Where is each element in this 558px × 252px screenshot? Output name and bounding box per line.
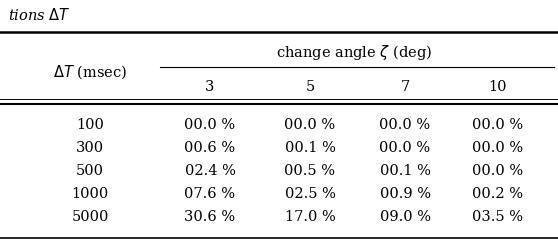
Text: 09.0 %: 09.0 %	[379, 210, 431, 224]
Text: 00.0 %: 00.0 %	[473, 164, 523, 178]
Text: 100: 100	[76, 118, 104, 132]
Text: 02.4 %: 02.4 %	[185, 164, 235, 178]
Text: 5: 5	[305, 80, 315, 94]
Text: 30.6 %: 30.6 %	[185, 210, 235, 224]
Text: tions $\Delta T$: tions $\Delta T$	[8, 7, 71, 23]
Text: 00.1 %: 00.1 %	[379, 164, 430, 178]
Text: 7: 7	[401, 80, 410, 94]
Text: 500: 500	[76, 164, 104, 178]
Text: 00.6 %: 00.6 %	[185, 141, 235, 155]
Text: 00.1 %: 00.1 %	[285, 141, 335, 155]
Text: 5000: 5000	[71, 210, 109, 224]
Text: change angle $\zeta$ (deg): change angle $\zeta$ (deg)	[276, 43, 432, 61]
Text: 1000: 1000	[71, 187, 109, 201]
Text: 00.5 %: 00.5 %	[285, 164, 335, 178]
Text: 00.0 %: 00.0 %	[285, 118, 335, 132]
Text: 00.0 %: 00.0 %	[185, 118, 235, 132]
Text: 00.9 %: 00.9 %	[379, 187, 431, 201]
Text: 300: 300	[76, 141, 104, 155]
Text: $\Delta T$ (msec): $\Delta T$ (msec)	[53, 63, 127, 81]
Text: 17.0 %: 17.0 %	[285, 210, 335, 224]
Text: 10: 10	[489, 80, 507, 94]
Text: 03.5 %: 03.5 %	[473, 210, 523, 224]
Text: 00.0 %: 00.0 %	[473, 118, 523, 132]
Text: 07.6 %: 07.6 %	[185, 187, 235, 201]
Text: 00.0 %: 00.0 %	[379, 118, 431, 132]
Text: 00.2 %: 00.2 %	[473, 187, 523, 201]
Text: 00.0 %: 00.0 %	[379, 141, 431, 155]
Text: 00.0 %: 00.0 %	[473, 141, 523, 155]
Text: 3: 3	[205, 80, 215, 94]
Text: 02.5 %: 02.5 %	[285, 187, 335, 201]
